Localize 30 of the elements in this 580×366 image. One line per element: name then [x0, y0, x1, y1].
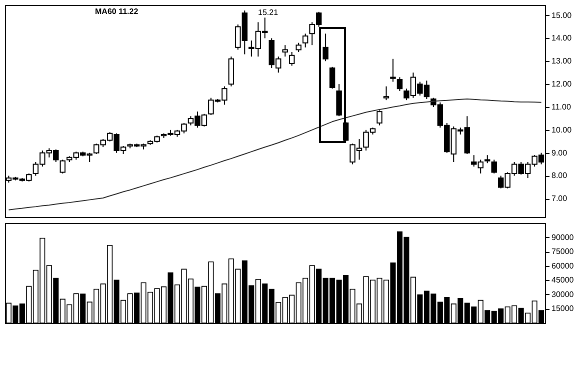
candlestick	[329, 66, 336, 90]
y-tick-label: 30000	[552, 290, 574, 299]
candlestick	[288, 51, 295, 66]
y-tick-label: 12.00	[552, 80, 572, 89]
candlestick	[396, 76, 403, 92]
y-tick-label: 14.00	[552, 34, 572, 43]
candlestick	[322, 33, 328, 62]
candlestick	[60, 159, 66, 174]
y-tick-label: 8.00	[552, 171, 568, 180]
candlestick	[491, 159, 497, 174]
y-tick-label: 15.00	[552, 10, 572, 20]
annotation: 15.21	[258, 8, 279, 17]
y-tick-label: 75000	[552, 247, 574, 256]
y-tick-label: 45000	[552, 276, 574, 285]
line-series	[8, 98, 542, 210]
y-tick-label: 60000	[552, 261, 574, 270]
candlestick	[383, 86, 390, 101]
y-tick-label: 7.00	[552, 194, 568, 204]
y-tick-label: 90000	[552, 232, 574, 242]
candlestick	[302, 33, 308, 48]
y-tick-label: 15000	[552, 304, 574, 314]
y-tick-label: 11.00	[552, 102, 572, 112]
candlestick	[376, 110, 382, 126]
candlestick	[282, 44, 288, 58]
y-tick-label: 13.00	[552, 56, 572, 66]
annotation: MA60 11.22	[95, 7, 139, 16]
candlestick	[390, 58, 396, 82]
candlestick	[296, 42, 302, 52]
y-tick-label: 10.00	[552, 125, 572, 134]
y-tick-label: 9.00	[552, 148, 568, 158]
